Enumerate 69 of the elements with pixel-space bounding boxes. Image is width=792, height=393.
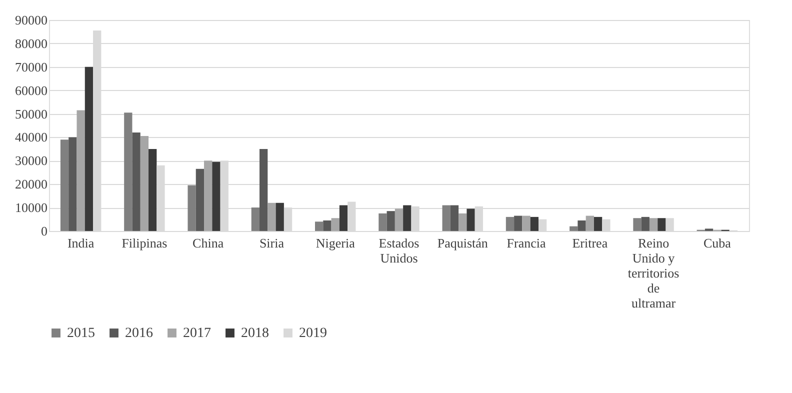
bar: [578, 220, 586, 231]
x-tick-label: Paquistán: [437, 236, 488, 250]
bar: [196, 168, 204, 231]
y-tick-label: 0: [41, 224, 48, 238]
bar: [378, 213, 387, 231]
legend-label: 2019: [299, 326, 327, 341]
bar: [649, 218, 658, 231]
x-tick-label: Siria: [259, 236, 284, 250]
bar: [140, 136, 149, 231]
bar: [276, 202, 284, 231]
bar: [315, 222, 324, 231]
legend-label: 2016: [125, 326, 153, 341]
bar: [204, 160, 212, 231]
legend-label: 2015: [67, 326, 95, 341]
bar: [594, 216, 602, 231]
bar: [442, 205, 450, 231]
x-tick-label: Eritrea: [572, 236, 608, 250]
x-tick-label: Nigeria: [316, 236, 356, 250]
y-tick-label: 10000: [15, 200, 48, 216]
bar: [658, 218, 666, 231]
bar: [394, 208, 404, 231]
x-tick-label: Estados Unidos: [378, 236, 420, 266]
bar: [403, 205, 412, 231]
y-tick-label: 60000: [15, 82, 48, 98]
bar: [268, 202, 276, 231]
bar: [570, 226, 578, 231]
x-tick-label: China: [192, 236, 224, 250]
bar: [666, 218, 674, 231]
bar: [530, 216, 538, 231]
bar: [522, 216, 530, 231]
bar: [602, 219, 610, 231]
y-tick-label: 30000: [15, 153, 48, 168]
bar: [132, 132, 140, 231]
y-tick-label: 90000: [15, 12, 48, 28]
bar: [514, 216, 522, 231]
bar: [641, 216, 650, 231]
bar: [68, 137, 77, 231]
x-tick-label: India: [67, 236, 94, 250]
bar: [148, 148, 157, 231]
legend-label: 2018: [241, 326, 269, 341]
y-tick-label: 40000: [15, 130, 48, 145]
x-tick-label: Francia: [506, 236, 546, 250]
y-tick-label: 50000: [15, 106, 48, 122]
y-tick-label: 80000: [15, 36, 48, 51]
bar: [212, 162, 220, 231]
bar: [458, 213, 467, 231]
bar: [450, 205, 459, 231]
bar: [60, 140, 69, 231]
bar: [538, 219, 547, 231]
bar: [76, 110, 85, 231]
bar: [466, 208, 475, 231]
x-tick-label: Cuba: [703, 236, 732, 250]
x-tick-label: Reino Unido y territorios de ultramar: [628, 236, 680, 310]
bar: [633, 218, 642, 231]
x-tick-label: Filipinas: [122, 236, 168, 250]
y-tick-label: 20000: [15, 176, 48, 192]
bar: [251, 208, 260, 231]
bar: [586, 216, 594, 231]
bar: [124, 112, 132, 231]
bar: [331, 218, 340, 231]
bar: [323, 220, 332, 231]
bar: [339, 205, 348, 231]
bar: [84, 66, 94, 231]
legend-label: 2017: [183, 326, 211, 341]
y-tick-label: 70000: [15, 59, 48, 74]
bar: [260, 148, 268, 231]
bar: [188, 185, 196, 231]
bar: [506, 216, 514, 231]
bar: [386, 211, 395, 231]
